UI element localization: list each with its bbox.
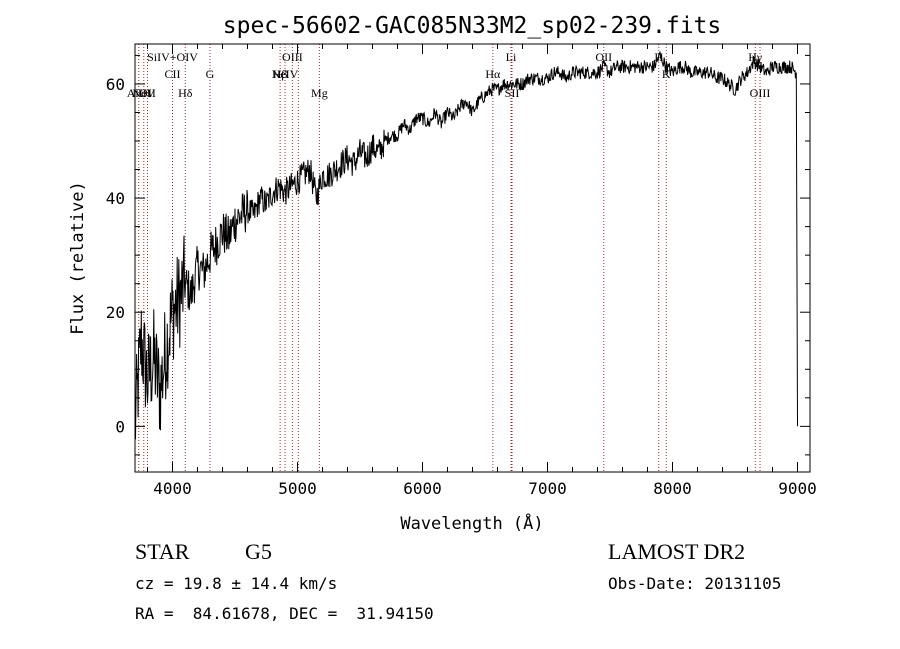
flux-series <box>134 51 798 440</box>
line-marker-label: NeIV <box>272 67 299 81</box>
line-marker-label: NeV <box>132 86 155 100</box>
flux-line <box>134 51 798 440</box>
line-marker-label: Li <box>506 50 517 64</box>
line-marker-label: Hβ <box>273 67 288 81</box>
x-axis: 4000 5000 6000 7000 8000 9000 <box>147 44 817 498</box>
subclass: G5 <box>245 539 272 564</box>
line-marker-label: Mg <box>311 86 328 100</box>
x-axis-label: Wavelength (Å) <box>400 512 543 534</box>
line-marker-label: OIII <box>282 50 303 64</box>
observation-date: Obs-Date: 20131105 <box>608 574 782 593</box>
x-tick-label: 5000 <box>278 479 317 498</box>
line-marker-label: OII <box>139 86 156 100</box>
line-marker-label: K <box>662 67 671 81</box>
y-tick-label: 0 <box>115 417 125 436</box>
x-tick-label: 9000 <box>778 479 817 498</box>
redshift-info: cz = 19.8 ± 14.4 km/s <box>135 574 338 593</box>
y-axis-label: Flux (relative) <box>68 181 88 335</box>
line-marker-label: AlIII <box>127 86 151 100</box>
chart-title: spec-56602-GAC085N33M2_sp02-239.fits <box>223 13 722 39</box>
x-tick-label: 8000 <box>653 479 692 498</box>
line-marker-label: Hδ <box>178 86 193 100</box>
line-marker-label: Hα <box>485 67 501 81</box>
line-marker-label: OII <box>595 50 612 64</box>
x-tick-label: 7000 <box>528 479 567 498</box>
line-marker-label: CII <box>165 67 181 81</box>
y-axis: 0 20 40 60 <box>106 54 810 456</box>
line-marker-label: G <box>206 67 215 81</box>
y-tick-label: 40 <box>106 189 125 208</box>
line-marker-label: OIII <box>750 86 771 100</box>
survey-label: LAMOST DR2 <box>608 539 746 564</box>
coordinates: RA = 84.61678, DEC = 31.94150 <box>135 604 434 623</box>
line-marker-label: Hγ <box>748 50 763 64</box>
x-tick-label: 4000 <box>153 479 192 498</box>
x-tick-label: 6000 <box>403 479 442 498</box>
y-tick-label: 20 <box>106 303 125 322</box>
y-tick-label: 60 <box>106 75 125 94</box>
object-class: STAR <box>135 539 190 564</box>
